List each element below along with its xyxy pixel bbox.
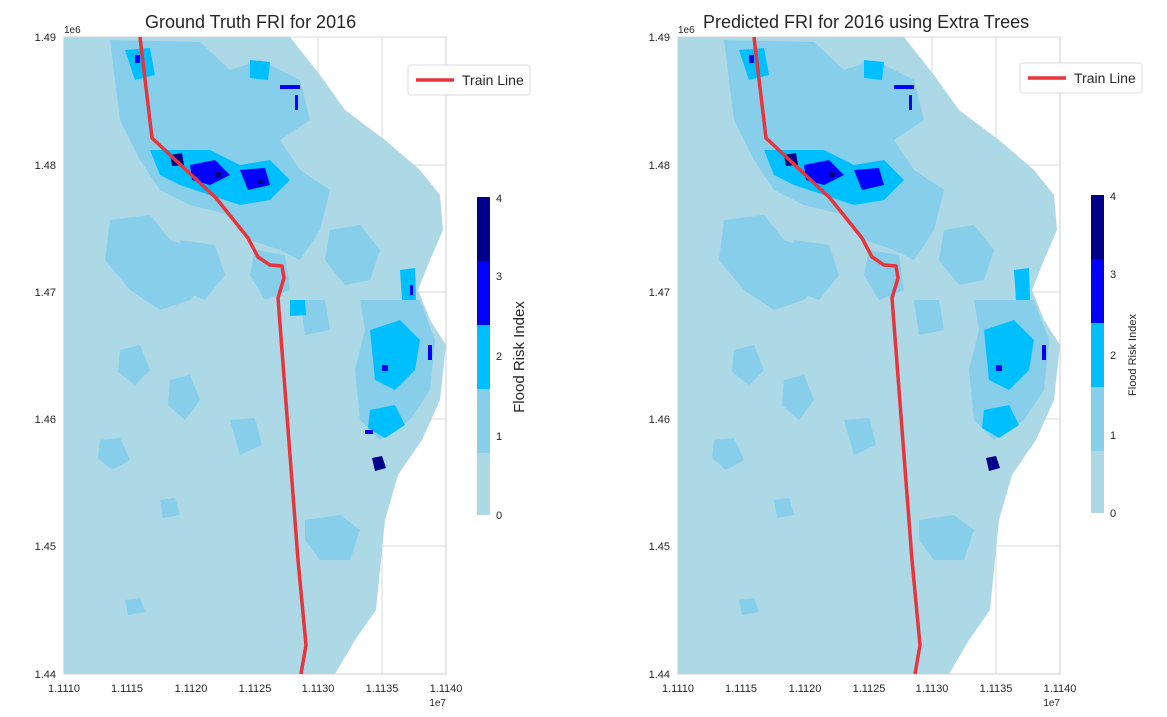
map-title: Predicted FRI for 2016 using Extra Trees <box>703 12 1030 32</box>
y-offset-label: 1e6 <box>678 25 695 36</box>
x-tick: 1.1125 <box>239 683 272 695</box>
x-axis-ticks: 1.1110 1.1115 1.1120 1.1125 1.1130 1.113… <box>48 683 462 695</box>
x-offset-label: 1e7 <box>429 698 446 709</box>
colorbar-tick: 4 <box>496 193 502 205</box>
legend-label: Train Line <box>462 72 524 88</box>
legend-label: Train Line <box>1074 70 1136 86</box>
colorbar-tick: 2 <box>496 351 502 363</box>
fri-1-zones <box>98 40 435 615</box>
x-tick: 1.1120 <box>789 683 822 695</box>
y-tick: 1.45 <box>649 541 670 553</box>
x-tick: 1.1110 <box>48 683 80 695</box>
y-tick: 1.46 <box>649 414 670 426</box>
y-tick: 1.47 <box>35 287 56 299</box>
colorbar-tick: 1 <box>1110 430 1116 442</box>
x-tick: 1.1110 <box>662 683 694 695</box>
train-line <box>752 36 922 675</box>
x-tick: 1.1135 <box>980 683 1013 695</box>
map-title: Ground Truth FRI for 2016 <box>145 12 357 32</box>
fri-3-zones <box>749 55 1046 371</box>
x-tick: 1.1130 <box>916 683 949 695</box>
legend: Train Line <box>1019 62 1143 94</box>
x-tick: 1.1140 <box>430 683 463 695</box>
train-line <box>138 36 308 675</box>
y-tick: 1.46 <box>35 414 56 426</box>
x-tick: 1.1120 <box>175 683 208 695</box>
y-tick: 1.49 <box>649 32 670 44</box>
y-tick: 1.47 <box>649 287 670 299</box>
legend: Train Line <box>407 64 531 96</box>
x-tick: 1.1135 <box>366 683 399 695</box>
y-tick: 1.44 <box>649 669 670 681</box>
ground-truth-map-panel: Ground Truth FRI for 2016 <box>0 0 583 712</box>
predicted-map: 1.49 1.48 1.47 1.46 1.45 1.44 1e6 1.1110… <box>649 25 1143 709</box>
y-tick: 1.45 <box>35 541 56 553</box>
y-offset-label: 1e6 <box>64 25 81 36</box>
y-axis-ticks: 1.49 1.48 1.47 1.46 1.45 1.44 <box>649 32 670 681</box>
colorbar-tick: 3 <box>496 271 502 283</box>
colorbar-tick: 4 <box>1110 191 1116 203</box>
colorbar: 0 1 2 3 4 Flood Risk Index <box>477 193 528 522</box>
colorbar-label: Flood Risk Index <box>511 301 528 413</box>
land-area <box>678 37 1060 674</box>
land-area <box>64 37 446 674</box>
y-tick: 1.49 <box>35 32 56 44</box>
colorbar-tick: 1 <box>496 431 502 443</box>
ground-truth-map: 1.49 1.48 1.47 1.46 1.45 1.44 1e6 1.1110… <box>35 25 531 709</box>
x-tick: 1.1140 <box>1044 683 1077 695</box>
colorbar-tick: 0 <box>1110 508 1116 520</box>
colorbar-tick: 0 <box>496 510 502 522</box>
x-tick: 1.1115 <box>725 683 757 695</box>
x-tick: 1.1115 <box>111 683 143 695</box>
y-tick: 1.48 <box>35 160 56 172</box>
fri-3-zones <box>135 55 432 434</box>
y-axis-ticks: 1.49 1.48 1.47 1.46 1.45 1.44 <box>35 32 56 681</box>
colorbar-tick: 3 <box>1110 269 1116 281</box>
x-tick: 1.1125 <box>853 683 886 695</box>
y-tick: 1.44 <box>35 669 56 681</box>
y-tick: 1.48 <box>649 160 670 172</box>
x-axis-ticks: 1.1110 1.1115 1.1120 1.1125 1.1130 1.113… <box>662 683 1076 695</box>
colorbar: 0 1 2 3 4 Flood Risk Index <box>1091 191 1139 520</box>
colorbar-tick: 2 <box>1110 350 1116 362</box>
predicted-map-panel: Predicted FRI for 2016 using Extra Trees <box>590 0 1167 712</box>
colorbar-label: Flood Risk Index <box>1127 314 1139 396</box>
x-tick: 1.1130 <box>302 683 335 695</box>
x-offset-label: 1e7 <box>1043 698 1060 709</box>
